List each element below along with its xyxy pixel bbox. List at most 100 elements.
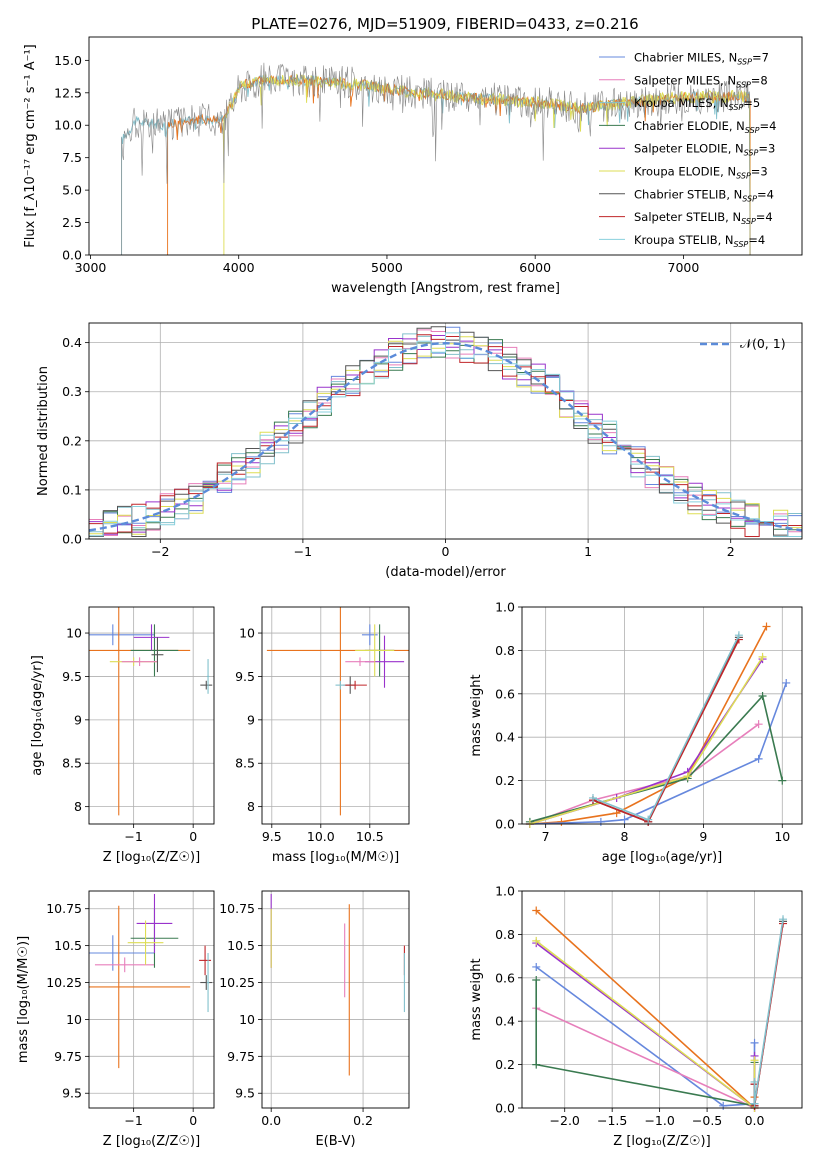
weight-marker xyxy=(532,936,541,945)
x-tick-label: 0.0 xyxy=(745,1113,765,1128)
axes-frame xyxy=(88,890,215,1109)
y-tick-label: 10.75 xyxy=(46,901,82,916)
error-bar-point xyxy=(200,975,213,990)
normal-curve xyxy=(89,341,802,532)
x-tick-label: −2.0 xyxy=(550,1113,580,1128)
y-tick-label: 0.2 xyxy=(495,1057,515,1072)
mass_vs_ebv-panel: 0.0 0.2 9.5 9.75 10 10.25 10.5 10.75 E(B-V) xyxy=(219,890,410,1149)
error-bar-point xyxy=(151,637,164,673)
x-tick-label: 4000 xyxy=(223,260,255,275)
legend-label: Kroupa MILES, NSSP=5 xyxy=(634,96,760,112)
weight-marker xyxy=(750,1038,759,1047)
y-tick-label: 0.6 xyxy=(495,970,515,985)
y-axis-label: mass [log₁₀(M/M☉)] xyxy=(16,936,31,1063)
y-tick-label: 5.0 xyxy=(62,183,82,198)
weight-marker xyxy=(734,631,743,640)
legend-label: Salpeter STELIB, NSSP=4 xyxy=(634,210,773,226)
weight-marker xyxy=(557,817,566,826)
age_vs_Z-panel: −1 0 8 8.5 9 9.5 10 Z [log₁₀(Z/Z☉)] age [log₁₀(a… xyxy=(30,606,215,865)
legend-label: Kroupa ELODIE, NSSP=3 xyxy=(634,165,768,181)
x-tick-label: 7 xyxy=(542,829,550,844)
y-tick-label: 0.1 xyxy=(62,482,82,497)
y-tick-label: 0.2 xyxy=(62,433,82,448)
x-tick-label: 1 xyxy=(584,544,592,559)
legend-label: 𝒩(0, 1) xyxy=(740,336,786,351)
weight-marker xyxy=(596,817,605,826)
y-tick-label: 9.5 xyxy=(235,669,255,684)
legend-label: Salpeter MILES, NSSP=8 xyxy=(634,73,768,89)
error-bar-point xyxy=(206,953,210,1013)
y-tick-label: 0.4 xyxy=(495,1014,515,1029)
y-tick-label: 0.3 xyxy=(62,384,82,399)
y-tick-label: 10.5 xyxy=(227,938,255,953)
mass_vs_Z-panel: −1 0 9.5 9.75 10 10.25 10.5 10.75 Z [log₁₀(Z/Z☉)… xyxy=(16,890,215,1149)
y-tick-label: 10.0 xyxy=(54,118,82,133)
x-axis-label: (data-model)/error xyxy=(385,565,506,580)
legend-label: Kroupa STELIB, NSSP=4 xyxy=(634,233,765,249)
legend-label: Salpeter ELODIE, NSSP=3 xyxy=(634,142,775,158)
y-tick-label: 10 xyxy=(66,626,82,641)
y-tick-label: 0.8 xyxy=(495,643,515,658)
weight-marker xyxy=(719,1101,728,1110)
y-axis-label: age [log₁₀(age/yr)] xyxy=(30,655,45,776)
weight-line xyxy=(529,656,764,825)
x-tick-label: 9 xyxy=(699,829,707,844)
y-tick-label: 2.5 xyxy=(62,215,82,230)
axes-frame xyxy=(261,890,410,1109)
axes-frame xyxy=(521,890,803,1109)
weight-marker xyxy=(532,975,541,984)
x-axis-label: age [log₁₀(age/yr)] xyxy=(602,850,723,865)
x-tick-label: 10 xyxy=(774,829,790,844)
error-bar-point xyxy=(199,945,212,976)
x-axis-label: Z [log₁₀(Z/Z☉)] xyxy=(103,1134,200,1149)
error-bar-point xyxy=(335,680,346,690)
weight-marker xyxy=(782,678,791,687)
weight-marker xyxy=(532,962,541,971)
weight-marker xyxy=(532,1060,541,1069)
spectrum-legend: Chabrier MILES, NSSP=7 Salpeter MILES, NS… xyxy=(599,51,776,249)
error-bar-point xyxy=(121,657,158,667)
error-bar-point xyxy=(127,920,164,965)
y-tick-label: 9 xyxy=(247,712,255,727)
axes-frame xyxy=(88,36,803,256)
x-tick-label: 7000 xyxy=(668,260,700,275)
weight-marker xyxy=(750,1077,759,1086)
x-tick-label: 0 xyxy=(189,829,197,844)
y-tick-label: 8.5 xyxy=(235,756,255,771)
x-tick-label: 0.2 xyxy=(353,1113,373,1128)
y-tick-label: 10.25 xyxy=(46,975,82,990)
residual-histogram xyxy=(89,334,802,537)
x-tick-label: −1.5 xyxy=(597,1113,627,1128)
residuals-panel: −2 −1 0 1 2 0.0 0.1 0.2 0.3 0.4 (data-model)/error… xyxy=(36,322,803,580)
y-tick-label: 9.5 xyxy=(62,669,82,684)
weight-series xyxy=(525,622,791,828)
y-tick-label: 10 xyxy=(239,1012,255,1027)
x-axis-label: Z [log₁₀(Z/Z☉)] xyxy=(613,1134,710,1149)
legend-label: Chabrier ELODIE, NSSP=4 xyxy=(634,119,776,135)
error-bar-point xyxy=(361,624,378,646)
error-bar-point xyxy=(345,657,375,667)
weight-marker xyxy=(754,754,763,763)
x-tick-label: 5000 xyxy=(371,260,403,275)
x-tick-label: −2 xyxy=(151,544,169,559)
y-tick-label: 0.8 xyxy=(495,927,515,942)
error-bars xyxy=(266,607,409,816)
error-bar-point xyxy=(89,935,155,971)
y-tick-label: 15.0 xyxy=(54,53,82,68)
weight-line xyxy=(535,940,756,1110)
axes-frame xyxy=(88,606,215,825)
y-tick-label: 0.0 xyxy=(495,1101,515,1116)
y-axis-label: mass weight xyxy=(469,958,484,1040)
error-bar-point xyxy=(343,680,367,690)
weight-marker xyxy=(683,772,692,781)
y-tick-label: 10 xyxy=(239,626,255,641)
error-bar-point xyxy=(136,893,173,953)
axes-frame xyxy=(88,322,803,540)
x-tick-label: 0.0 xyxy=(261,1113,281,1128)
y-tick-label: 9.75 xyxy=(54,1049,82,1064)
y-tick-label: 9.5 xyxy=(235,1086,255,1101)
x-tick-label: −1 xyxy=(124,829,142,844)
weight-marker xyxy=(762,622,771,631)
y-tick-label: 10.5 xyxy=(54,938,82,953)
